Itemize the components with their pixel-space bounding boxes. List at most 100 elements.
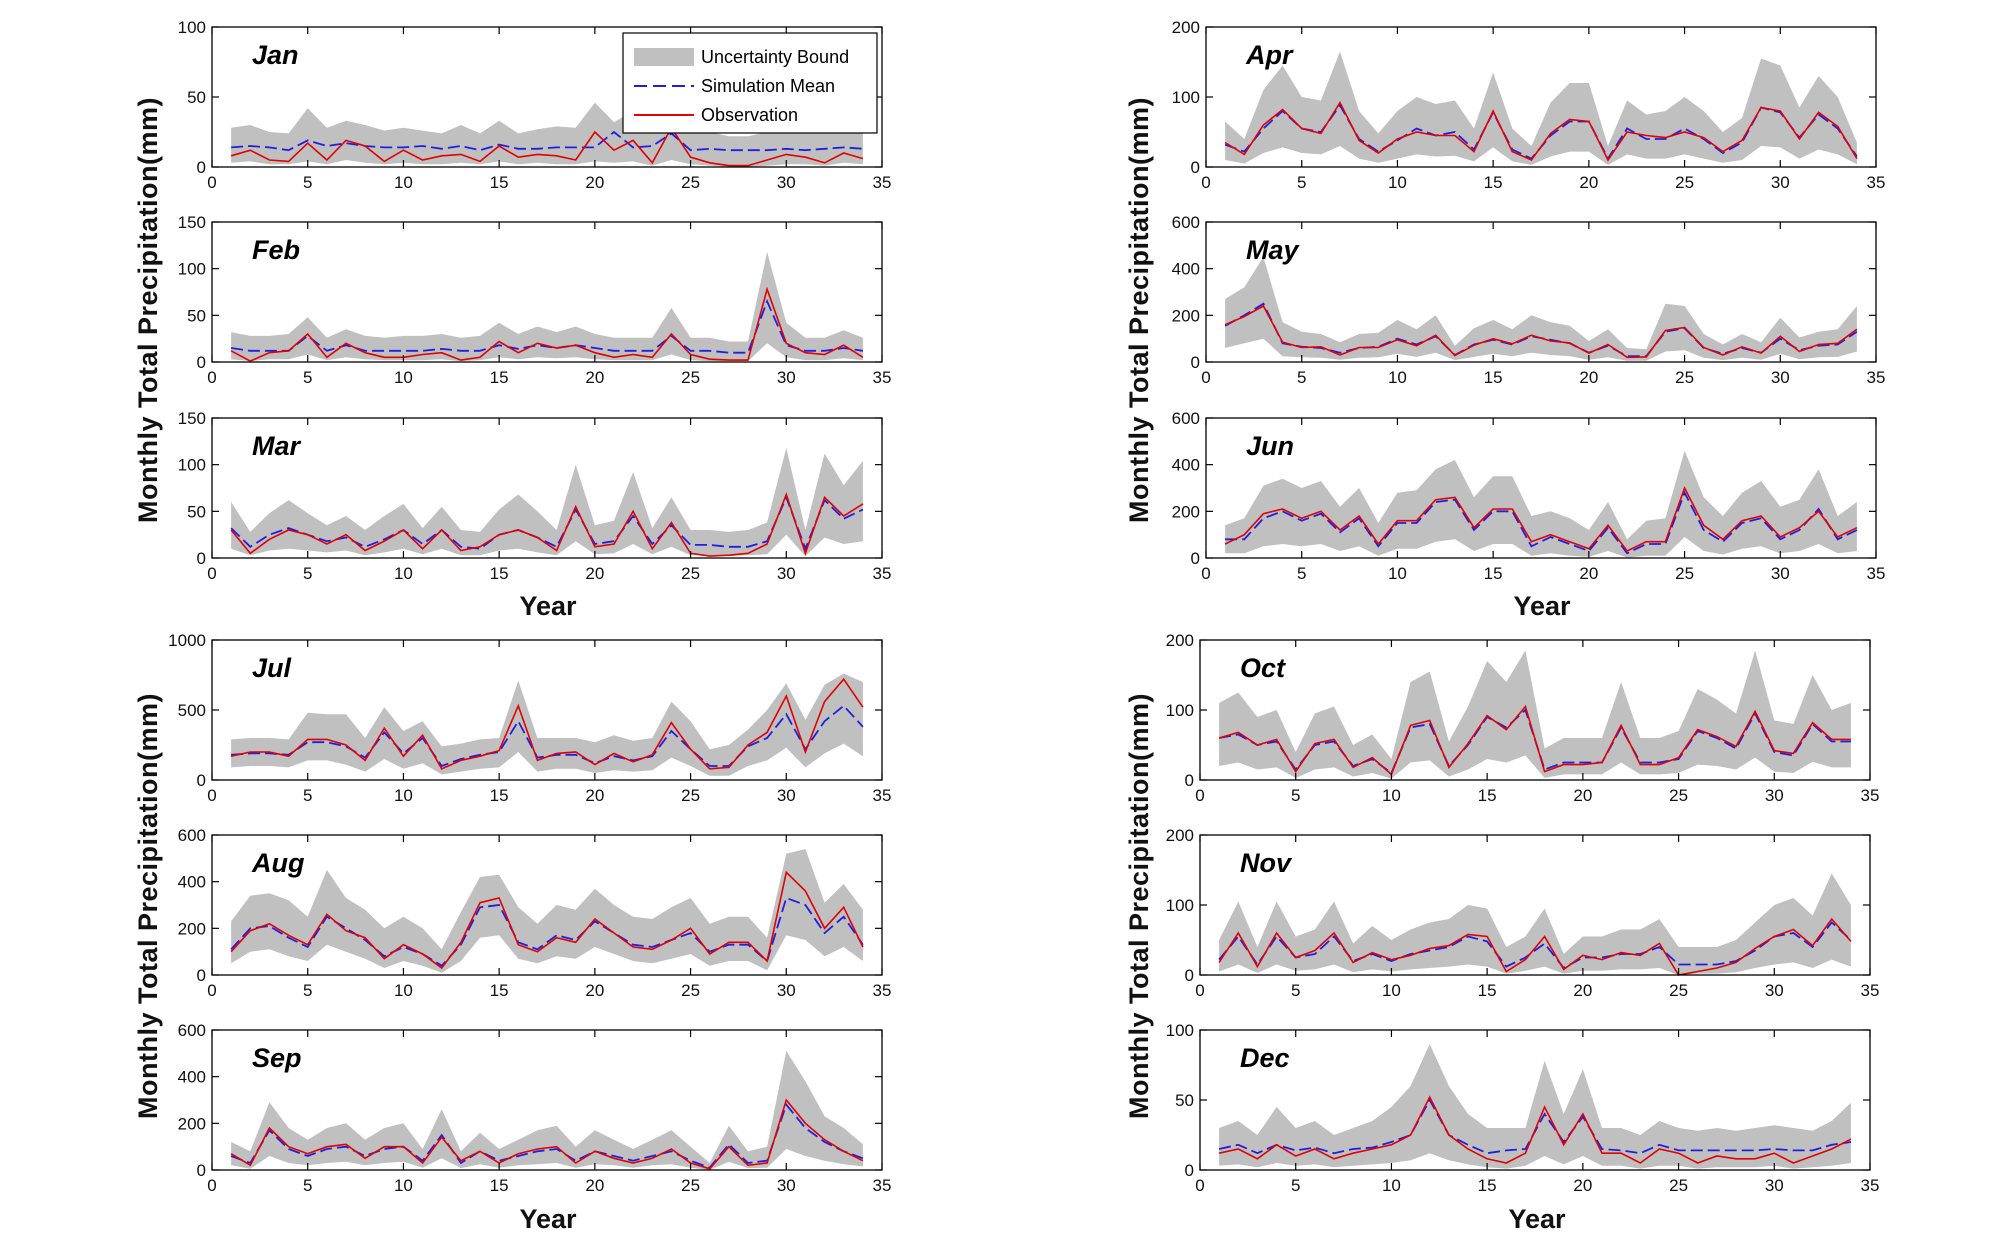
xtick-label-feb-30: 30 bbox=[777, 368, 796, 387]
xtick-label-jan-30: 30 bbox=[777, 173, 796, 192]
xtick-label-apr-35: 35 bbox=[1867, 173, 1886, 192]
xtick-label-jan-25: 25 bbox=[681, 173, 700, 192]
xtick-label-mar-15: 15 bbox=[490, 564, 509, 583]
xtick-label-feb-15: 15 bbox=[490, 368, 509, 387]
axes-frame-jun bbox=[1205, 417, 1877, 559]
xtick-label-jun-30: 30 bbox=[1771, 564, 1790, 583]
legend-label-simulation: Simulation Mean bbox=[701, 76, 835, 96]
observation-line-aug bbox=[230, 870, 864, 970]
ytick-label-sep-400: 400 bbox=[178, 1068, 206, 1087]
xtick-label-aug-5: 5 bbox=[303, 981, 312, 1000]
xtick-label-mar-20: 20 bbox=[585, 564, 604, 583]
ytick-label-feb-0: 0 bbox=[197, 353, 206, 372]
panel-oct: 0 5 10 15 20 25 30 35 0 100 200 Oct bbox=[1166, 631, 1880, 805]
observation-line-oct bbox=[1218, 704, 1851, 776]
xtick-label-jun-0: 0 bbox=[1201, 564, 1210, 583]
xtick-label-sep-25: 25 bbox=[681, 1176, 700, 1195]
ytick-label-oct-0: 0 bbox=[1185, 771, 1194, 790]
ytick-label-sep-600: 600 bbox=[178, 1021, 206, 1040]
legend-label-uncertainty: Uncertainty Bound bbox=[701, 47, 849, 67]
xtick-label-nov-10: 10 bbox=[1382, 981, 1401, 1000]
xtick-label-aug-30: 30 bbox=[777, 981, 796, 1000]
xtick-label-apr-20: 20 bbox=[1579, 173, 1598, 192]
xtick-label-nov-15: 15 bbox=[1478, 981, 1497, 1000]
xlabel-bottom-left: Year bbox=[519, 1204, 577, 1234]
observation-line-apr bbox=[1224, 100, 1858, 162]
xtick-label-apr-25: 25 bbox=[1675, 173, 1694, 192]
xtick-label-jun-35: 35 bbox=[1867, 564, 1886, 583]
panel-title-may: May bbox=[1246, 235, 1301, 265]
xtick-label-feb-35: 35 bbox=[873, 368, 892, 387]
xtick-label-jun-5: 5 bbox=[1297, 564, 1306, 583]
ylabel-top-right: Monthly Total Precipitation(mm) bbox=[1124, 97, 1154, 523]
xtick-label-sep-20: 20 bbox=[585, 1176, 604, 1195]
panel-title-oct: Oct bbox=[1240, 653, 1286, 683]
xtick-label-nov-5: 5 bbox=[1291, 981, 1300, 1000]
panel-title-jan: Jan bbox=[252, 40, 299, 70]
ytick-label-jan-50: 50 bbox=[187, 88, 206, 107]
panel-aug: 0 5 10 15 20 25 30 35 0 200 400 600 Aug bbox=[178, 826, 892, 1000]
xtick-label-sep-10: 10 bbox=[394, 1176, 413, 1195]
xtick-label-feb-20: 20 bbox=[585, 368, 604, 387]
ytick-label-jul-1000: 1000 bbox=[168, 631, 206, 650]
xtick-label-dec-35: 35 bbox=[1861, 1176, 1880, 1195]
xtick-label-mar-10: 10 bbox=[394, 564, 413, 583]
axes-frame-may bbox=[1205, 221, 1877, 363]
ytick-label-nov-100: 100 bbox=[1166, 896, 1194, 915]
ytick-label-may-400: 400 bbox=[1172, 260, 1200, 279]
xtick-label-jan-20: 20 bbox=[585, 173, 604, 192]
xtick-label-may-0: 0 bbox=[1201, 368, 1210, 387]
xtick-label-may-5: 5 bbox=[1297, 368, 1306, 387]
ytick-label-may-0: 0 bbox=[1191, 353, 1200, 372]
ytick-label-jul-500: 500 bbox=[178, 701, 206, 720]
observation-line-may bbox=[1224, 304, 1858, 359]
ytick-label-feb-150: 150 bbox=[178, 213, 206, 232]
ylabel-bottom-right: Monthly Total Precipitation(mm) bbox=[1124, 693, 1154, 1119]
panel-nov: 0 5 10 15 20 25 30 35 0 100 200 Nov bbox=[1166, 826, 1880, 1000]
ytick-label-sep-200: 200 bbox=[178, 1114, 206, 1133]
observation-line-jan bbox=[230, 126, 864, 167]
xtick-label-mar-35: 35 bbox=[873, 564, 892, 583]
ytick-label-jun-600: 600 bbox=[1172, 409, 1200, 428]
xtick-label-jul-5: 5 bbox=[303, 786, 312, 805]
xtick-label-oct-5: 5 bbox=[1291, 786, 1300, 805]
panel-title-nov: Nov bbox=[1240, 848, 1293, 878]
xtick-label-may-10: 10 bbox=[1388, 368, 1407, 387]
panel-title-apr: Apr bbox=[1245, 40, 1294, 70]
xtick-label-jul-35: 35 bbox=[873, 786, 892, 805]
xtick-label-jul-0: 0 bbox=[207, 786, 216, 805]
uncertainty-band-jul bbox=[231, 673, 863, 776]
ytick-label-may-600: 600 bbox=[1172, 213, 1200, 232]
ytick-label-jun-400: 400 bbox=[1172, 456, 1200, 475]
uncertainty-band-sep bbox=[231, 1051, 863, 1170]
ytick-label-apr-100: 100 bbox=[1172, 88, 1200, 107]
xtick-label-may-30: 30 bbox=[1771, 368, 1790, 387]
xtick-label-jun-25: 25 bbox=[1675, 564, 1694, 583]
xtick-label-aug-20: 20 bbox=[585, 981, 604, 1000]
ytick-label-feb-100: 100 bbox=[178, 260, 206, 279]
xtick-label-oct-15: 15 bbox=[1478, 786, 1497, 805]
observation-line-jul bbox=[230, 677, 864, 770]
ytick-label-aug-600: 600 bbox=[178, 826, 206, 845]
xtick-label-aug-35: 35 bbox=[873, 981, 892, 1000]
axes-frame-aug bbox=[211, 834, 883, 976]
xtick-label-dec-30: 30 bbox=[1765, 1176, 1784, 1195]
uncertainty-band-dec bbox=[1219, 1044, 1851, 1169]
xtick-label-mar-0: 0 bbox=[207, 564, 216, 583]
xtick-label-oct-20: 20 bbox=[1573, 786, 1592, 805]
xtick-label-aug-0: 0 bbox=[207, 981, 216, 1000]
ytick-label-dec-50: 50 bbox=[1175, 1091, 1194, 1110]
xtick-label-jan-35: 35 bbox=[873, 173, 892, 192]
xtick-label-jan-5: 5 bbox=[303, 173, 312, 192]
ytick-label-jan-100: 100 bbox=[178, 18, 206, 37]
xtick-label-oct-25: 25 bbox=[1669, 786, 1688, 805]
xtick-label-nov-25: 25 bbox=[1669, 981, 1688, 1000]
panel-mar: 0 5 10 15 20 25 30 35 0 50 100 150 Mar bbox=[178, 409, 892, 583]
ytick-label-aug-200: 200 bbox=[178, 919, 206, 938]
ytick-label-jun-0: 0 bbox=[1191, 549, 1200, 568]
observation-line-sep bbox=[230, 1098, 864, 1170]
uncertainty-band-nov bbox=[1219, 873, 1851, 975]
xtick-label-aug-10: 10 bbox=[394, 981, 413, 1000]
uncertainty-band-jun bbox=[1225, 450, 1857, 558]
uncertainty-band-jan bbox=[231, 102, 863, 167]
